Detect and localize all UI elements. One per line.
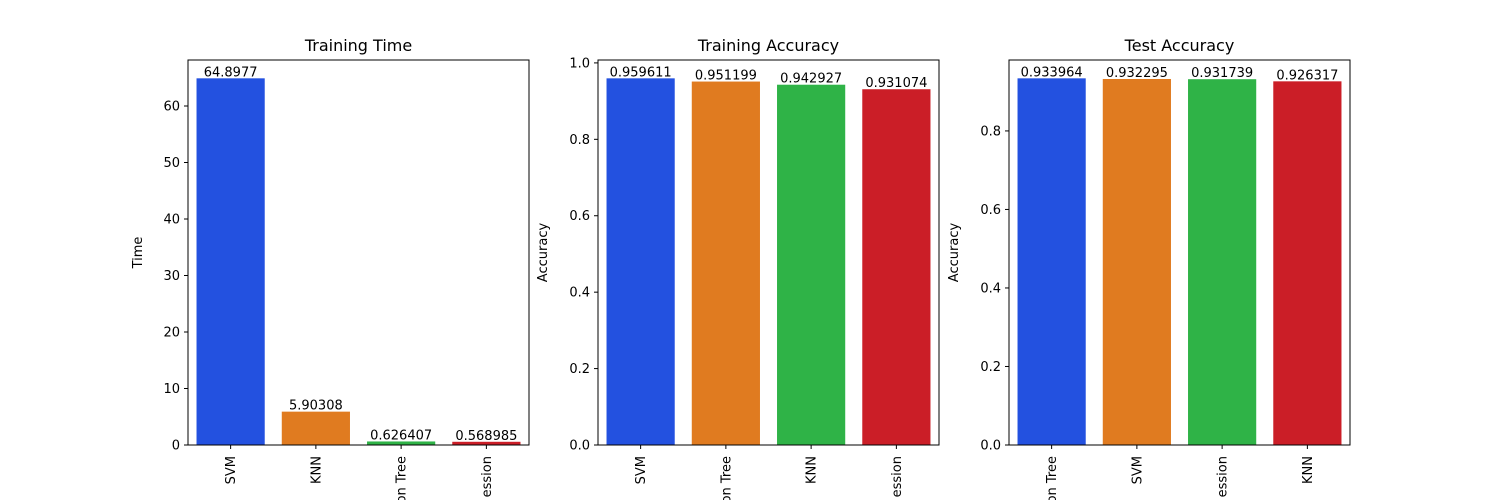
chart-title: Test Accuracy — [1124, 36, 1235, 55]
y-tick-label: 0.0 — [980, 439, 1001, 454]
x-tick-label: KNN — [1301, 456, 1316, 484]
y-tick-label: 0.6 — [980, 203, 1001, 218]
y-tick-label: 50 — [163, 156, 180, 171]
y-axis-label: Accuracy — [536, 223, 551, 283]
x-tick-label: on Tree — [719, 456, 734, 500]
y-tick-label: 0.6 — [569, 209, 590, 224]
bar-value-label: 0.926317 — [1276, 68, 1338, 83]
y-tick-label: 30 — [163, 269, 180, 284]
x-tick-label: SVM — [634, 456, 649, 484]
bar — [691, 81, 760, 445]
x-tick-label: KNN — [805, 456, 820, 484]
x-tick-label: SVM — [1130, 456, 1145, 484]
y-tick-label: 60 — [163, 99, 180, 114]
y-tick-label: 0.2 — [569, 362, 590, 377]
x-tick-label: on Tree — [1045, 456, 1060, 500]
x-tick-label: ession — [1216, 456, 1231, 497]
bar-value-label: 5.90308 — [289, 399, 343, 414]
bar-value-label: 0.959611 — [610, 65, 672, 80]
y-tick-label: 0.4 — [980, 281, 1001, 296]
y-axis-label: Accuracy — [947, 223, 962, 283]
bar-value-label: 0.568985 — [455, 429, 517, 444]
y-tick-label: 20 — [163, 325, 180, 340]
bar — [862, 89, 931, 445]
bar — [367, 441, 436, 445]
y-tick-label: 0.8 — [569, 133, 590, 148]
chart-test-accuracy: Test Accuracy Accuracy 0.933964 0.932295 0… — [947, 36, 1351, 500]
bar — [777, 84, 846, 445]
bar-value-label: 0.933964 — [1021, 65, 1083, 80]
bar — [606, 78, 675, 445]
bar-value-label: 0.626407 — [370, 428, 432, 443]
y-tick-label: 40 — [163, 212, 180, 227]
chart-title: Training Accuracy — [697, 36, 839, 55]
plot-frame — [1008, 59, 1351, 446]
chart-title: Training Time — [304, 36, 412, 55]
x-tick-label: ession — [480, 456, 495, 497]
bar-value-label: 0.942927 — [780, 72, 842, 87]
bar-value-label: 64.8977 — [204, 65, 258, 80]
bar — [1102, 78, 1171, 446]
y-axis-label: Time — [131, 237, 146, 270]
y-tick-label: 0.4 — [569, 286, 590, 301]
y-tick-label: 0.8 — [980, 124, 1001, 139]
bar-value-label: 0.951199 — [695, 69, 757, 84]
chart-training-accuracy: Training Accuracy Accuracy 0.959611 0.951… — [536, 36, 940, 500]
y-tick-label: 1.0 — [569, 56, 590, 71]
y-tick-label: 0.2 — [980, 360, 1001, 375]
y-tick-label: 0.0 — [569, 439, 590, 454]
plot-frame — [597, 59, 940, 446]
bar-value-label: 0.932295 — [1106, 66, 1168, 81]
y-tick-label: 0 — [172, 439, 180, 454]
bar-value-label: 0.931739 — [1191, 66, 1253, 81]
x-tick-label: KNN — [309, 456, 324, 484]
x-tick-label: ession — [890, 456, 905, 497]
y-tick-label: 10 — [163, 382, 180, 397]
bar — [1188, 79, 1257, 446]
bar — [196, 78, 265, 445]
x-tick-label: on Tree — [395, 456, 410, 500]
bar — [281, 411, 350, 445]
bar — [452, 441, 521, 445]
bar-value-label: 0.931074 — [865, 76, 927, 91]
bar — [1273, 81, 1342, 446]
plot-frame — [187, 59, 530, 446]
bar — [1017, 78, 1086, 445]
x-tick-label: SVM — [224, 456, 239, 484]
chart-training-time: Training Time Time 64.8977 5.90308 0.62640… — [131, 36, 530, 500]
